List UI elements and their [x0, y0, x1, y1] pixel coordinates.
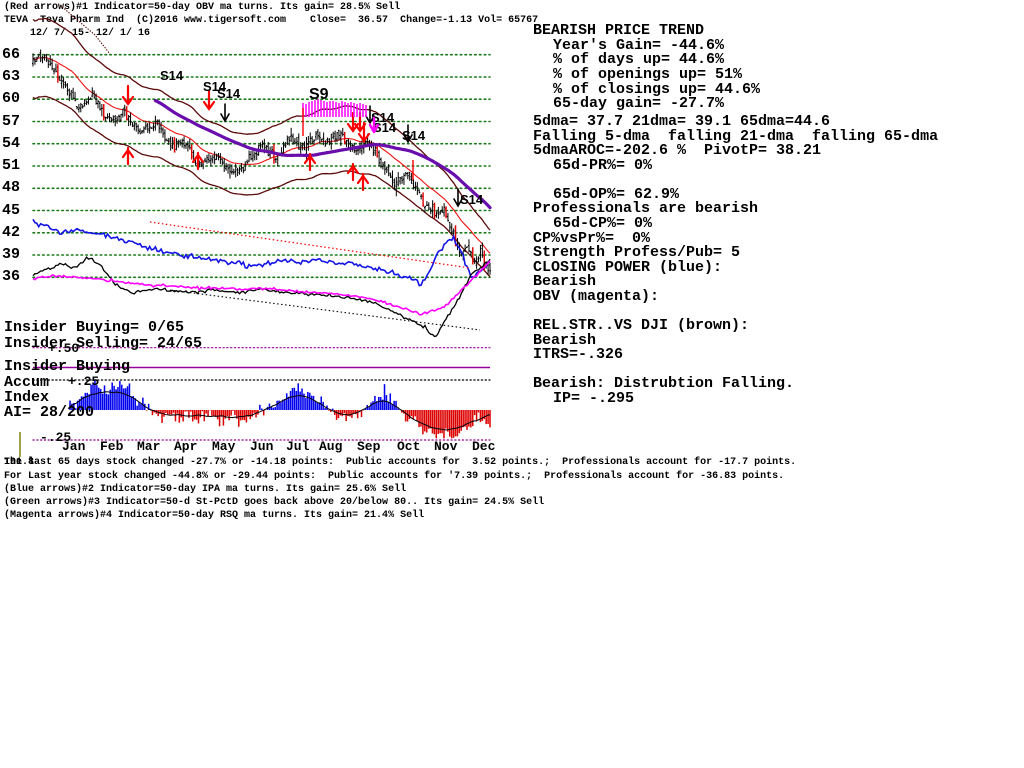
svg-text:S14: S14: [402, 128, 426, 143]
svg-text:S14: S14: [217, 86, 241, 101]
svg-text:S14: S14: [460, 192, 484, 207]
svg-text:S9: S9: [309, 86, 329, 103]
svg-text:S14: S14: [160, 68, 184, 83]
